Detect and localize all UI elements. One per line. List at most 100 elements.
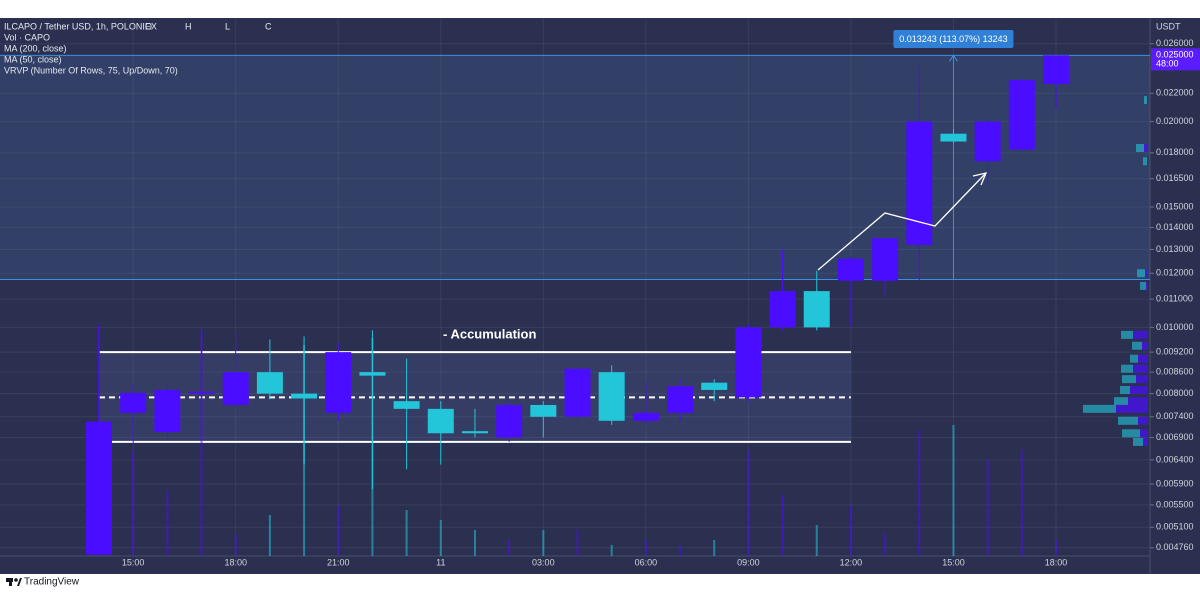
candle-body [837,258,864,281]
y-tick-label: 0.026000 [1156,38,1194,48]
candle-body [325,352,352,413]
candle-body [803,291,830,328]
x-tick-label: 12:00 [840,557,863,567]
candle-body [188,391,215,394]
candle-body [427,408,454,434]
last-price-tag [1151,48,1200,71]
candle-body [940,133,967,142]
volume-bar [713,540,716,556]
volume-bar [918,430,921,556]
volume-bar [439,520,442,556]
measure-zone [0,55,1150,280]
candle-body [256,372,283,394]
volume-bar [952,425,955,556]
volume-profile [1083,96,1148,446]
y-tick-label: 0.007400 [1156,411,1194,421]
profile-up [1138,416,1148,425]
profile-down [1122,375,1136,384]
volume-bar [234,535,237,556]
volume-bar [542,530,545,556]
profile-up [1133,364,1148,373]
x-tick-label: 11 [436,557,445,567]
y-tick-label: 0.005100 [1156,522,1194,532]
volume-bar [200,330,203,556]
profile-up [1133,330,1148,339]
profile-up [1143,437,1148,446]
profile-up [1145,269,1148,278]
y-tick-label: 0.005900 [1156,478,1194,488]
axes: 0.026000 0.022000 0.020000 0.018000 0.016500… [122,38,1200,567]
candle-body [1008,80,1035,150]
volume-bar [473,530,476,556]
candle-body [598,372,625,421]
y-tick-label: 0.012000 [1156,268,1194,278]
symbol-title: ILCAPO / Tether USD, 1h, POLONIEX [4,21,157,31]
candle-body [667,386,694,413]
volume-bar [1020,450,1023,556]
volume-bar [405,510,408,556]
volume-bar [747,450,750,556]
profile-up [1116,404,1148,413]
volume-bar [1055,540,1057,556]
measure-tooltip [893,30,1014,48]
indicator-label: VRVP (Number Of Rows, 75, Up/Down, 70) [4,65,178,75]
x-tick-label: 09:00 [737,557,760,567]
ohlc-letter: L [225,21,230,31]
candle-body [530,404,557,417]
accumulation-label: - Accumulation [443,327,536,342]
volume-bar [849,505,852,556]
ohlc-letter: C [265,21,272,31]
profile-down [1143,157,1147,166]
x-tick-label: 15:00 [122,557,145,567]
candle-body [735,327,762,398]
candle-body [564,368,591,417]
ohlc-letter: O [145,21,152,31]
candle-body [496,404,523,438]
candle-body [393,401,420,409]
y-tick-label: 0.020000 [1156,116,1194,126]
y-tick-label: 0.022000 [1156,88,1194,98]
countdown-label: 48:00 [1156,59,1179,69]
volume-bar [166,490,169,556]
profile-down [1137,269,1145,278]
candle-body [86,421,112,555]
volume-bar [576,530,579,556]
ohlc-letter: H [185,21,192,31]
profile-down [1144,96,1147,105]
brand-logo [6,578,22,586]
profile-up [1136,375,1148,384]
profile-down [1083,404,1116,413]
candle-body [701,382,728,390]
x-tick-label: 18:00 [224,557,247,567]
volume-bar [132,450,135,556]
y-tick-label: 0.011000 [1156,293,1193,303]
profile-up [1130,385,1148,394]
volume-bar [268,515,271,556]
profile-up [1128,397,1148,406]
y-tick-label: 0.006400 [1156,454,1194,464]
last-price-label: 0.025000 [1156,50,1194,60]
chart-background [0,18,1200,574]
indicator-label: MA (200, close) [4,43,67,53]
profile-down [1121,330,1133,339]
y-tick-label: 0.006900 [1156,432,1194,442]
y-tick-label: 0.018000 [1156,147,1194,157]
y-axis-label: USDT [1156,21,1181,31]
y-tick-label: 0.005500 [1156,499,1194,509]
measure-arrow-head [949,54,958,62]
measure-label: 0.013243 (113.07%) 13243 [899,34,1007,44]
volume-bar [508,540,511,556]
y-tick-label: 0.008000 [1156,388,1194,398]
y-tick-label: 0.016500 [1156,173,1194,183]
candle-body [769,291,796,328]
candle-body [1043,55,1069,84]
profile-down [1136,143,1144,152]
profile-down [1132,341,1142,350]
trend-arrow [817,173,986,271]
y-tick-label: 0.004760 [1156,542,1194,552]
x-tick-label: 21:00 [327,557,350,567]
indicator-label: MA (50, close) [4,54,62,64]
profile-up [1144,143,1148,152]
